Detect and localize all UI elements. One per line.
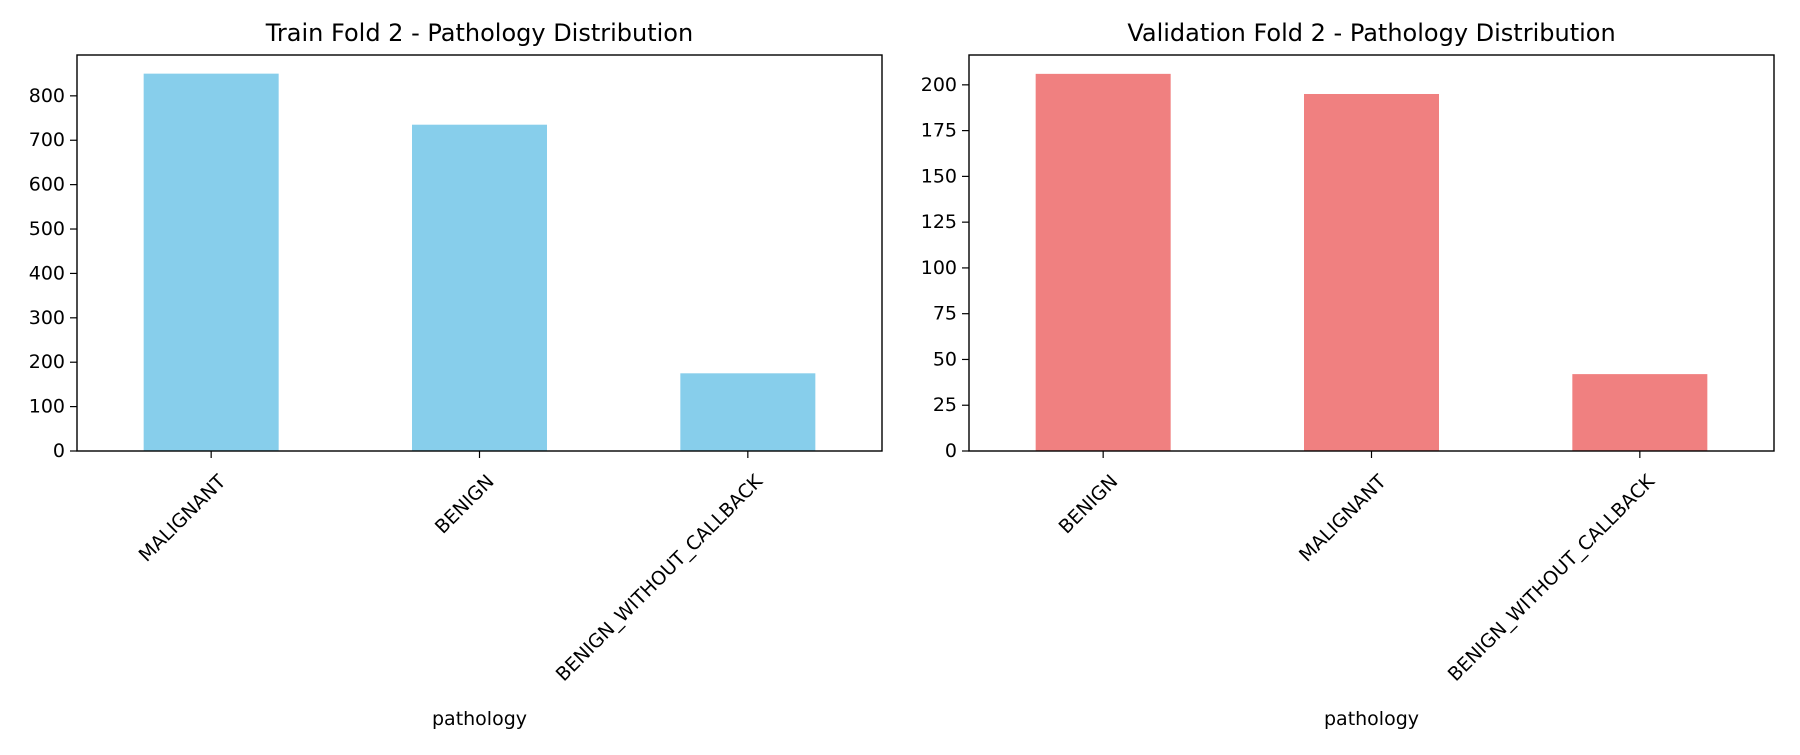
train-chart-panel: 0 100 200 300 400 500 600 700 800 MALIGNANT BENIGN… xyxy=(29,19,883,730)
train-y-tick-label: 300 xyxy=(29,307,65,329)
train-y-tick-label: 800 xyxy=(29,85,65,107)
validation-y-tick-label: 0 xyxy=(945,440,957,462)
validation-chart-panel: 0 25 50 75 100 125 150 175 200 BENIGN MALIGNANT BEN… xyxy=(921,19,1775,730)
train-x-tick-label: MALIGNANT xyxy=(135,470,231,566)
validation-y-tick-label: 175 xyxy=(921,120,957,142)
train-chart-title: Train Fold 2 - Pathology Distribution xyxy=(265,19,693,47)
validation-y-tick-label: 150 xyxy=(921,165,957,187)
train-x-tick-label: BENIGN xyxy=(431,471,499,539)
validation-y-tick-label: 50 xyxy=(933,348,957,370)
validation-y-tick-label: 200 xyxy=(921,74,957,96)
train-y-tick-label: 500 xyxy=(29,218,65,240)
validation-x-axis-label: pathology xyxy=(1324,708,1419,730)
validation-y-tick-label: 75 xyxy=(933,303,957,325)
validation-x-tick-label: MALIGNANT xyxy=(1295,470,1391,566)
validation-y-tick-label: 25 xyxy=(933,394,957,416)
train-bar-malignant xyxy=(143,73,279,451)
validation-chart-title: Validation Fold 2 - Pathology Distributi… xyxy=(1127,19,1615,47)
train-bar-benign-without-callback xyxy=(680,373,816,451)
validation-y-tick-label: 100 xyxy=(921,257,957,279)
train-x-axis-label: pathology xyxy=(432,708,527,730)
train-y-tick-label: 600 xyxy=(29,174,65,196)
train-y-tick-label: 200 xyxy=(29,351,65,373)
validation-y-tick-label: 125 xyxy=(921,211,957,233)
train-y-tick-label: 400 xyxy=(29,262,65,284)
validation-bar-benign-without-callback xyxy=(1572,374,1708,451)
validation-x-tick-label: BENIGN_WITHOUT_CALLBACK xyxy=(1444,470,1660,686)
validation-bar-benign xyxy=(1035,73,1171,451)
train-y-tick-label: 100 xyxy=(29,396,65,418)
train-y-tick-label: 700 xyxy=(29,129,65,151)
validation-x-tick-label: BENIGN xyxy=(1055,471,1123,539)
train-x-tick-label: BENIGN_WITHOUT_CALLBACK xyxy=(552,470,768,686)
validation-bar-malignant xyxy=(1304,93,1439,451)
train-y-tick-label: 0 xyxy=(53,440,65,462)
train-bar-benign xyxy=(412,124,547,451)
